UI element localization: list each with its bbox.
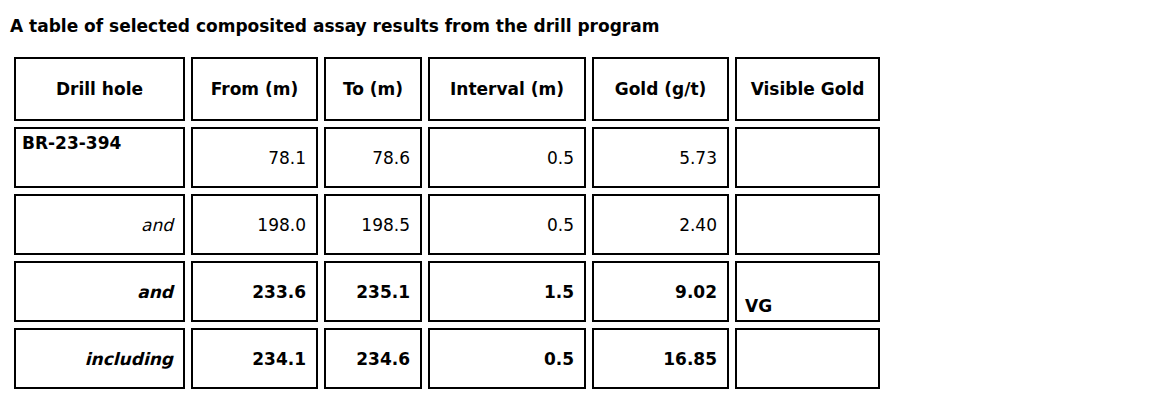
gold-cell: 5.73 [592,127,729,188]
page-title: A table of selected composited assay res… [10,16,1149,36]
drill-hole-cell: and [14,261,185,322]
table-row: BR-23-394 78.1 78.6 0.5 5.73 [14,127,880,188]
column-header-from: From (m) [191,57,318,121]
column-header-visible-gold: Visible Gold [735,57,880,121]
visible-gold-cell [735,127,880,188]
from-cell: 233.6 [191,261,318,322]
gold-cell: 9.02 [592,261,729,322]
column-header-to: To (m) [324,57,422,121]
to-cell: 78.6 [324,127,422,188]
interval-cell: 0.5 [428,127,586,188]
column-header-gold: Gold (g/t) [592,57,729,121]
drill-hole-cell: and [14,194,185,255]
drill-hole-cell: BR-23-394 [14,127,185,188]
table-row: and 233.6 235.1 1.5 9.02 VG [14,261,880,322]
visible-gold-cell [735,328,880,389]
visible-gold-cell [735,194,880,255]
table-header-row: Drill hole From (m) To (m) Interval (m) … [14,57,880,121]
interval-cell: 1.5 [428,261,586,322]
visible-gold-cell: VG [735,261,880,322]
from-cell: 234.1 [191,328,318,389]
interval-cell: 0.5 [428,194,586,255]
gold-cell: 16.85 [592,328,729,389]
interval-cell: 0.5 [428,328,586,389]
from-cell: 78.1 [191,127,318,188]
to-cell: 234.6 [324,328,422,389]
column-header-interval: Interval (m) [428,57,586,121]
to-cell: 198.5 [324,194,422,255]
assay-results-table: Drill hole From (m) To (m) Interval (m) … [8,51,886,395]
drill-hole-cell: including [14,328,185,389]
gold-cell: 2.40 [592,194,729,255]
table-row: including 234.1 234.6 0.5 16.85 [14,328,880,389]
column-header-drill-hole: Drill hole [14,57,185,121]
to-cell: 235.1 [324,261,422,322]
table-row: and 198.0 198.5 0.5 2.40 [14,194,880,255]
from-cell: 198.0 [191,194,318,255]
